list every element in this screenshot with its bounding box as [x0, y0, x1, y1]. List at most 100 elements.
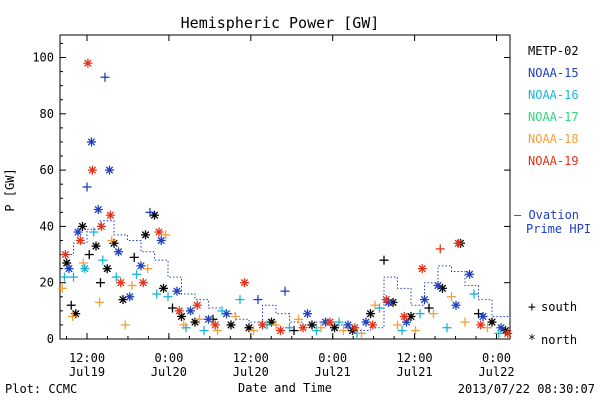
- marker-stroke: [479, 312, 487, 321]
- marker-stroke: [173, 287, 181, 295]
- data-point-south: [143, 264, 153, 274]
- data-point-south: [442, 323, 452, 333]
- marker-legend-symbol: *: [528, 333, 536, 348]
- marker-stroke: [78, 222, 87, 231]
- data-point-north: [361, 317, 371, 327]
- data-point-south: [411, 326, 420, 336]
- data-point-south: [60, 272, 69, 282]
- data-point-north: [192, 300, 202, 310]
- x-axis: 12:00Jul190:00Jul2012:00Jul200:00Jul2112…: [66, 35, 515, 379]
- data-point-south: [98, 255, 108, 265]
- data-point-north: [366, 309, 375, 319]
- data-point-north: [174, 306, 184, 316]
- marker-stroke: [126, 293, 134, 301]
- data-point-south: [96, 278, 105, 288]
- marker-legend-label: north: [541, 333, 577, 347]
- marker-stroke: [382, 295, 390, 304]
- data-point-south: [357, 328, 366, 338]
- data-point-south: [82, 182, 92, 192]
- y-tick-label: 80: [40, 107, 54, 121]
- y-axis: 0 20 40 60 80 100: [32, 42, 510, 346]
- data-point-south: [127, 281, 137, 291]
- data-point-north: [102, 264, 112, 274]
- data-point-south: [280, 286, 290, 296]
- data-point-north: [222, 309, 231, 319]
- data-point-north: [417, 264, 427, 274]
- marker-stroke: [366, 309, 375, 318]
- marker-stroke: [477, 321, 485, 329]
- data-point-south: [84, 250, 94, 260]
- marker-stroke: [157, 236, 165, 245]
- marker-stroke: [204, 315, 213, 323]
- marker-stroke: [61, 250, 70, 259]
- legend-entry: NOAA-15: [528, 66, 579, 80]
- data-point-north: [186, 306, 195, 316]
- marker-legend: + south * north: [528, 300, 577, 348]
- data-point-south: [69, 272, 78, 282]
- marker-stroke: [72, 309, 80, 318]
- data-point-north: [138, 278, 148, 288]
- marker-stroke: [110, 239, 118, 247]
- data-point-north: [476, 320, 486, 330]
- data-point-north: [210, 320, 220, 330]
- data-point-north: [496, 323, 506, 333]
- data-point-north: [298, 323, 308, 333]
- x-tick-date: Jul21: [397, 365, 433, 379]
- x-tick-time: 0:00: [482, 351, 511, 365]
- legend: METP-02 NOAA-15 NOAA-16 NOAA-17 NOAA-18 NOAA-…: [528, 44, 579, 168]
- x-tick-date: Jul20: [151, 365, 187, 379]
- data-point-north: [399, 311, 409, 321]
- ovation-label-line2: Prime HPI: [526, 222, 591, 236]
- data-point-south: [89, 227, 99, 237]
- marker-stroke: [240, 279, 249, 287]
- ovation-step-path: [60, 220, 511, 332]
- data-point-north: [330, 323, 339, 333]
- data-point-north: [465, 269, 474, 279]
- data-point-north: [226, 320, 236, 330]
- legend-entry: NOAA-17: [528, 110, 579, 124]
- marker-stroke: [454, 239, 462, 247]
- data-point-north: [244, 323, 254, 333]
- x-tick-date: Jul19: [69, 365, 105, 379]
- data-point-south: [316, 323, 326, 333]
- marker-stroke: [267, 318, 276, 326]
- data-point-south: [78, 258, 88, 268]
- data-point-south: [235, 295, 245, 305]
- marker-stroke: [438, 284, 447, 293]
- data-point-south: [469, 289, 479, 299]
- data-point-north: [451, 300, 461, 310]
- marker-stroke: [303, 309, 312, 318]
- marker-stroke: [114, 248, 123, 256]
- x-axis-label: Date and Time: [238, 381, 332, 395]
- marker-stroke: [137, 262, 145, 270]
- marker-stroke: [351, 324, 359, 332]
- data-point-north: [204, 314, 213, 324]
- data-point-south: [424, 303, 434, 313]
- timestamp: 2013/07/22 08:30:07: [458, 382, 595, 396]
- data-point-north: [368, 320, 378, 330]
- marker-stroke: [258, 321, 267, 329]
- marker-stroke: [193, 301, 201, 309]
- x-tick-time: 12:00: [69, 351, 105, 365]
- data-point-south: [253, 295, 263, 305]
- y-tick-label: 20: [40, 276, 54, 290]
- data-point-north: [87, 137, 96, 147]
- data-point-north: [136, 261, 146, 271]
- marker-stroke: [211, 321, 219, 329]
- data-point-north: [453, 238, 463, 248]
- x-tick-date: Jul21: [315, 365, 351, 379]
- data-point-north: [303, 309, 312, 319]
- data-point-north: [350, 323, 360, 333]
- data-point-north: [93, 205, 103, 215]
- data-point-north: [91, 241, 101, 251]
- data-point-south: [370, 300, 380, 310]
- x-tick-time: 12:00: [233, 351, 269, 365]
- data-point-north: [159, 283, 168, 293]
- marker-stroke: [276, 326, 285, 335]
- data-point-south: [397, 326, 407, 336]
- marker-stroke: [362, 318, 370, 326]
- marker-stroke: [105, 166, 114, 174]
- data-point-south: [163, 292, 173, 302]
- data-point-south: [195, 314, 204, 324]
